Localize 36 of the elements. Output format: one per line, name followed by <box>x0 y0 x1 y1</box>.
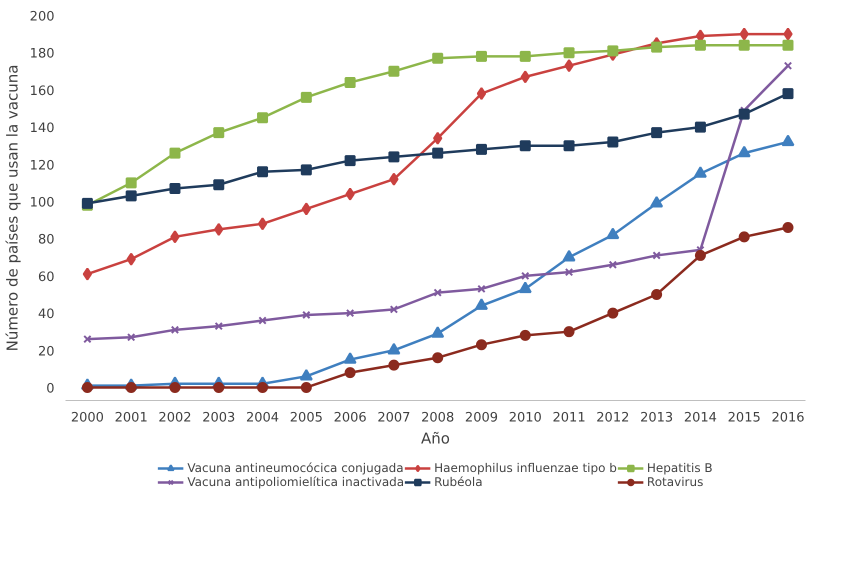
x-axis-title: Año <box>421 430 450 448</box>
legend-label: Hepatitis B <box>646 461 713 475</box>
legend-label: Vacuna antineumocócica conjugada <box>187 461 404 475</box>
y-tick-label: 80 <box>38 232 55 248</box>
y-axis-title: Número de países que usan la vacuna <box>4 64 22 352</box>
legend-label: Haemophilus influenzae tipo b <box>434 461 617 475</box>
x-tick-label: 2011 <box>552 410 586 426</box>
x-tick-label: 2001 <box>114 410 148 426</box>
y-tick-label: 180 <box>30 46 55 62</box>
legend-label: Vacuna antipoliomielítica inactivada <box>187 475 404 489</box>
x-tick-label: 2008 <box>421 410 454 426</box>
x-tick-label: 2002 <box>158 410 192 426</box>
x-tick-label: 2005 <box>290 410 323 426</box>
x-tick-label: 2000 <box>70 410 104 426</box>
x-tick-label: 2015 <box>728 410 761 426</box>
x-tick-label: 2006 <box>334 410 367 426</box>
legend-label: Rubéola <box>434 475 483 489</box>
legend-label: Rotavirus <box>646 475 704 489</box>
y-tick-label: 200 <box>30 10 55 24</box>
x-tick-label: 2013 <box>640 410 674 426</box>
x-tick-label: 2014 <box>684 410 717 426</box>
x-tick-label: 2012 <box>596 410 630 426</box>
y-tick-label: 100 <box>30 195 55 210</box>
x-tick-label: 2016 <box>771 410 805 426</box>
x-tick-label: 2004 <box>246 410 280 426</box>
y-tick-label: 160 <box>30 84 55 99</box>
x-tick-label: 2009 <box>464 410 498 426</box>
y-tick-label: 40 <box>38 307 55 322</box>
y-tick-label: 20 <box>38 344 55 360</box>
x-tick-label: 2003 <box>202 410 236 426</box>
y-tick-label: 140 <box>30 121 55 136</box>
y-tick-label: 60 <box>38 270 55 285</box>
x-tick-label: 2010 <box>508 410 542 426</box>
x-tick-label: 2007 <box>377 410 410 426</box>
y-tick-label: 120 <box>30 158 55 174</box>
y-tick-label: 0 <box>46 381 55 396</box>
